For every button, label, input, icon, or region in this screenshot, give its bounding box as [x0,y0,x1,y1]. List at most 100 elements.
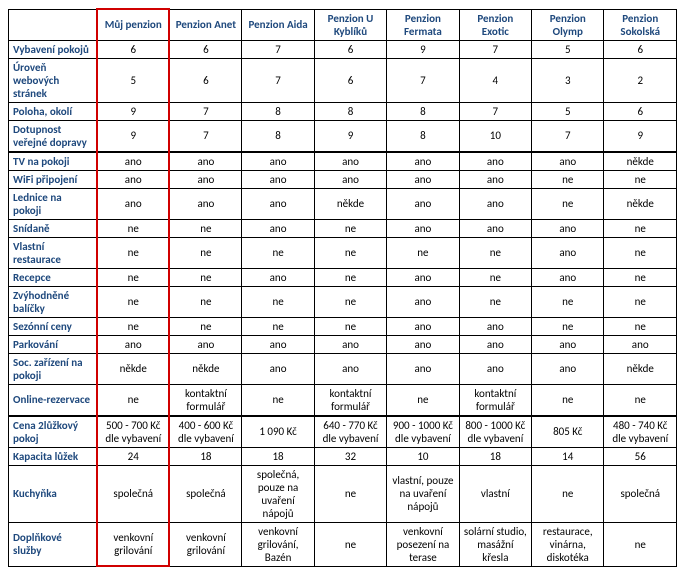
cell: ne [604,170,677,188]
cell: někde [604,152,677,171]
cell: 6 [314,58,386,102]
cell: 800 - 1000 Kč dle vybavení [459,416,531,448]
cell: ano [314,152,386,171]
cell: 56 [604,447,677,465]
cell: ano [459,170,531,188]
cell: 500 - 700 Kč dle vybavení [97,416,169,448]
cell: ne [314,522,386,566]
table-row: Dotupnost veřejné dopravy978981079 [9,120,677,152]
cell: 8 [242,102,314,120]
row-label: Úroveň webových stránek [9,58,98,102]
row-label: Doplňkové služby [9,522,98,566]
header-col: Penzion Exotic [459,9,531,40]
cell: ne [604,219,677,237]
row-label: Vlastní restaurace [9,237,98,268]
cell: ano [242,152,314,171]
cell: ne [387,237,459,268]
table-row: Kuchyňkaspolečnáspolečnáspolečná, pouze … [9,465,677,522]
table-row: Vlastní restauraceneneneneneneanone [9,237,677,268]
cell: 24 [97,447,169,465]
cell: ano [532,268,604,286]
row-label: WiFi připojení [9,170,98,188]
cell: ano [387,219,459,237]
row-label: Online-rezervace [9,384,98,416]
table-row: Recepceneneanoneanoneanone [9,268,677,286]
cell: ne [314,268,386,286]
cell: restaurace, vinárna, diskotéka [532,522,604,566]
table-row: Online-rezervacenekontaktní formulářneko… [9,384,677,416]
cell: ne [242,317,314,335]
cell: ano [532,152,604,171]
cell: ano [314,335,386,353]
table-row: Soc. zařízení na pokojiněkdeněkdeanoanoa… [9,353,677,384]
cell: ne [532,188,604,219]
row-label: Vybavení pokojů [9,40,98,58]
table-row: Kapacita lůžek2418183210181456 [9,447,677,465]
table-row: WiFi připojeníanoanoanoanoanoanonene [9,170,677,188]
cell: ne [97,286,169,317]
cell: ano [532,335,604,353]
cell: 9 [604,120,677,152]
cell: 18 [169,447,241,465]
cell: kontaktní formulář [459,384,531,416]
cell: 5 [532,40,604,58]
cell: ano [314,353,386,384]
cell: ano [532,219,604,237]
header-col: Penzion U Kyblíků [314,9,386,40]
cell: ano [387,335,459,353]
cell: ano [532,237,604,268]
cell: ne [604,286,677,317]
row-label: Cena 2lůžkový pokoj [9,416,98,448]
cell: ano [242,353,314,384]
cell: ne [532,384,604,416]
cell: ne [314,317,386,335]
cell: venkovní grilování, Bazén [242,522,314,566]
row-label: Lednice na pokoji [9,188,98,219]
cell: ano [387,152,459,171]
table-row: Poloha, okolí97888756 [9,102,677,120]
cell: ne [604,237,677,268]
header-col: Můj penzion [97,9,169,40]
cell: společná, pouze na uvaření nápojů [242,465,314,522]
cell: 8 [242,120,314,152]
row-label: Recepce [9,268,98,286]
cell: ne [169,286,241,317]
cell: ne [314,237,386,268]
cell: někde [604,353,677,384]
table-body: Vybavení pokojů66769756Úroveň webových s… [9,40,677,566]
cell: 7 [532,120,604,152]
cell: kontaktní formulář [169,384,241,416]
cell: 7 [242,58,314,102]
cell: ano [604,335,677,353]
cell: ne [532,170,604,188]
cell: ne [169,219,241,237]
cell: 480 - 740 Kč dle vybavení [604,416,677,448]
header-blank [9,9,98,40]
cell: ano [169,188,241,219]
table-row: Parkováníanoanoanoanoanoanoanoano [9,335,677,353]
table-row: Zvýhodněné balíčkyneneneneanonenene [9,286,677,317]
cell: 7 [459,40,531,58]
cell: 6 [604,102,677,120]
cell: 640 - 770 Kč dle vybavení [314,416,386,448]
cell: ne [242,384,314,416]
cell: ano [169,335,241,353]
cell: 32 [314,447,386,465]
cell: 805 Kč [532,416,604,448]
row-label: Parkování [9,335,98,353]
row-label: Kuchyňka [9,465,98,522]
cell: 6 [169,40,241,58]
cell: 6 [169,58,241,102]
cell: 10 [459,120,531,152]
cell: ne [169,317,241,335]
cell: ano [169,152,241,171]
cell: ne [532,465,604,522]
table-row: Doplňkové službyvenkovní grilovánívenkov… [9,522,677,566]
cell: solární studio, masážní křesla [459,522,531,566]
row-label: Sezónní ceny [9,317,98,335]
cell: 6 [314,40,386,58]
cell: 8 [314,102,386,120]
cell: ne [604,384,677,416]
cell: ano [242,268,314,286]
cell: ne [242,286,314,317]
